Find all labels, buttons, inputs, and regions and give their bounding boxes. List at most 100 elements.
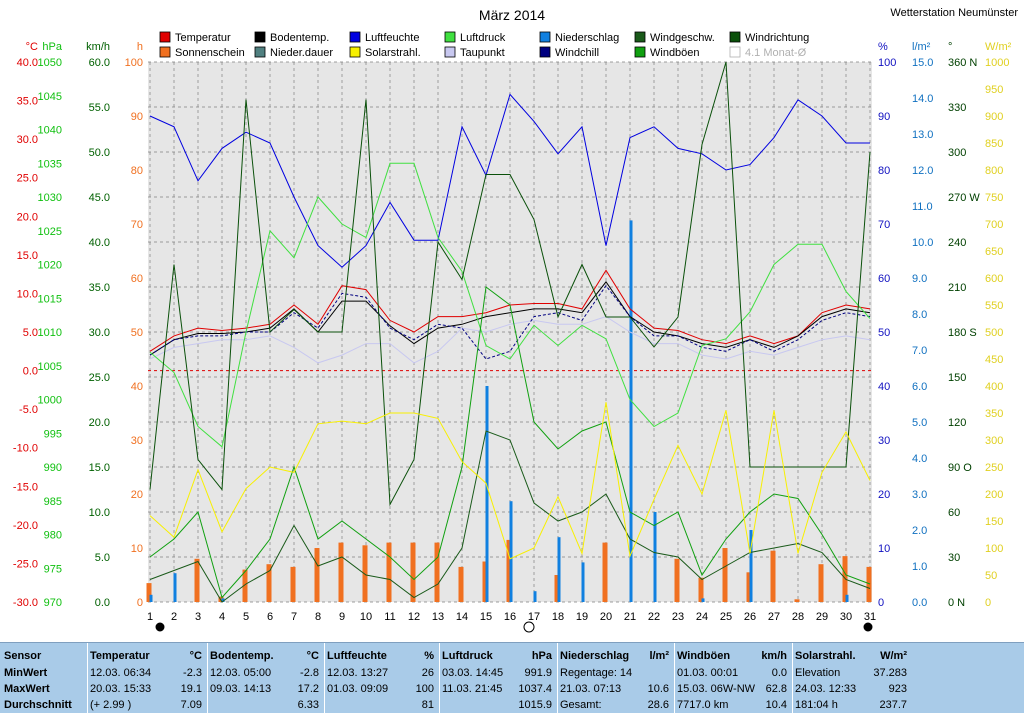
x-tick-label: 12 [408,611,420,623]
bar-niederschlag [557,537,561,602]
legend-label: Niederschlag [555,32,619,44]
bar-sonnenschein [266,564,272,602]
axis-tick-label: 2.0 [912,525,927,537]
axis-tick-label: 1025 [38,226,62,238]
axis-tick-label: 0 [137,597,143,609]
axis-unit-label: l/m² [912,41,931,53]
axis-tick-label: 15.0 [912,57,933,69]
stats-row: 1015.9 [442,697,556,713]
x-tick-label: 25 [720,611,732,623]
stats-cell-value: 10.6 [647,683,669,695]
legend-label: Luftdruck [460,32,506,44]
axis-tick-label: 10.0 [89,507,110,519]
stats-row: 03.03. 14:45 991.9 [442,665,556,681]
left-axes: °C 40.0 35.0 30.0 25.0 20.0 15.0 10.0 5.0 0.0 -5.0… [13,41,143,609]
stats-unit: °C [306,650,319,662]
axis-tick-label: 0.0 [912,597,927,609]
stats-cell-label: 01.03. 00:01 [677,667,739,679]
axis-tick-label: 35.0 [17,96,38,108]
stats-title: Temperatur [90,650,150,662]
x-tick-label: 20 [600,611,612,623]
axis-tick-label: 14.0 [912,93,933,105]
axis-tick-label: 12.0 [912,165,933,177]
stats-title: Luftdruck [442,650,493,662]
stats-row: MaxWert [4,681,88,697]
stats-cell-value: 62.8 [765,683,787,695]
stats-title: Bodentemp. [210,650,274,662]
stats-cell-value: 1037.4 [518,683,552,695]
legend-swatch [634,46,646,58]
stats-separator [792,643,793,713]
stats-row: 12.03. 13:27 26 [327,665,438,681]
stats-unit: °C [189,650,202,662]
bar-sonnenschein [434,542,440,602]
axis-tick-label: 1015 [38,293,62,305]
axis-tick-label: 300 [948,147,966,159]
stats-cell-value: 81 [421,699,434,711]
stats-row-label: MinWert [4,667,48,679]
stats-header: Windböen km/h [677,648,791,664]
axis-tick-label: 40.0 [89,237,110,249]
stats-separator [207,643,208,713]
stats-cell-value: 17.2 [297,683,319,695]
x-tick-label: 7 [291,611,297,623]
axis-tick-label: 450 [985,354,1003,366]
stats-cell-label: 20.03. 15:33 [90,683,152,695]
stats-row: 12.03. 06:34 -2.3 [90,665,206,681]
axis-tick-label: 50 [131,327,143,339]
bar-niederschlag [221,598,225,602]
axis-tick-label: 90 [878,111,890,123]
legend-label: Nieder.dauer [270,47,333,59]
legend-swatch [349,31,361,43]
stats-header: Temperatur °C [90,648,206,664]
stats-row: 12.03. 05:00 -2.8 [210,665,323,681]
bar-niederschlag [533,591,537,602]
bar-sonnenschein [746,572,752,602]
axis-tick-label: 60 [948,507,960,519]
right-axes: %1009080706050403020100l/m²15.014.013.01… [878,41,1012,609]
stats-row: Regentage: 14 [560,665,673,681]
axis-tick-label: -25.0 [13,558,38,570]
stats-header: Solarstrahl. W/m² [795,648,911,664]
axis-tick-label: 550 [985,300,1003,312]
stats-header: Luftfeuchte% [327,648,438,664]
x-tick-label: 22 [648,611,660,623]
stats-cell-value: 923 [888,683,907,695]
axis-tick-label: 7.0 [912,345,927,357]
bar-sonnenschein [554,575,560,602]
stats-column: Luftfeuchte% 12.03. 13:27 26 01.03. 09:09 10… [327,643,438,713]
stats-cell-value: 26 [421,667,434,679]
x-tick-label: 2 [171,611,177,623]
bar-sonnenschein [194,558,200,602]
stats-cell-value: 0.0 [771,667,787,679]
axis-tick-label: 10.0 [912,237,933,249]
legend-label: Windchill [555,47,599,59]
axis-tick-label: 55.0 [89,102,110,114]
bar-sonnenschein [602,542,608,602]
legend-label: Bodentemp. [270,32,329,44]
legend-label: Windgeschw. [650,32,715,44]
bar-sonnenschein [674,558,680,602]
x-tick-label: 11 [384,611,395,623]
axis-tick-label: 1020 [38,260,62,272]
stats-separator [674,643,675,713]
axis-tick-label: -30.0 [13,597,38,609]
axis-tick-label: 50.0 [89,147,110,159]
axis-tick-label: 360 N [948,57,977,69]
axis-tick-label: 8.0 [912,309,927,321]
axis-unit-label: W/m² [985,41,1012,53]
axis-tick-label: 250 [985,462,1003,474]
axis-tick-label: 1000 [985,57,1009,69]
axis-tick-label: 650 [985,246,1003,258]
stats-cell-label: 15.03. 06W-NW [677,683,756,695]
x-tick-label: 16 [504,611,516,623]
axis-tick-label: 40 [878,381,890,393]
axis-tick-label: 1.0 [912,561,927,573]
axis-tick-label: 120 [948,417,966,429]
axis-tick-label: 400 [985,381,1003,393]
axis-tick-label: 70 [131,219,143,231]
bar-sonnenschein [458,566,464,602]
x-tick-label: 14 [456,611,468,623]
bar-sonnenschein [770,550,776,602]
legend-swatch [254,46,266,58]
